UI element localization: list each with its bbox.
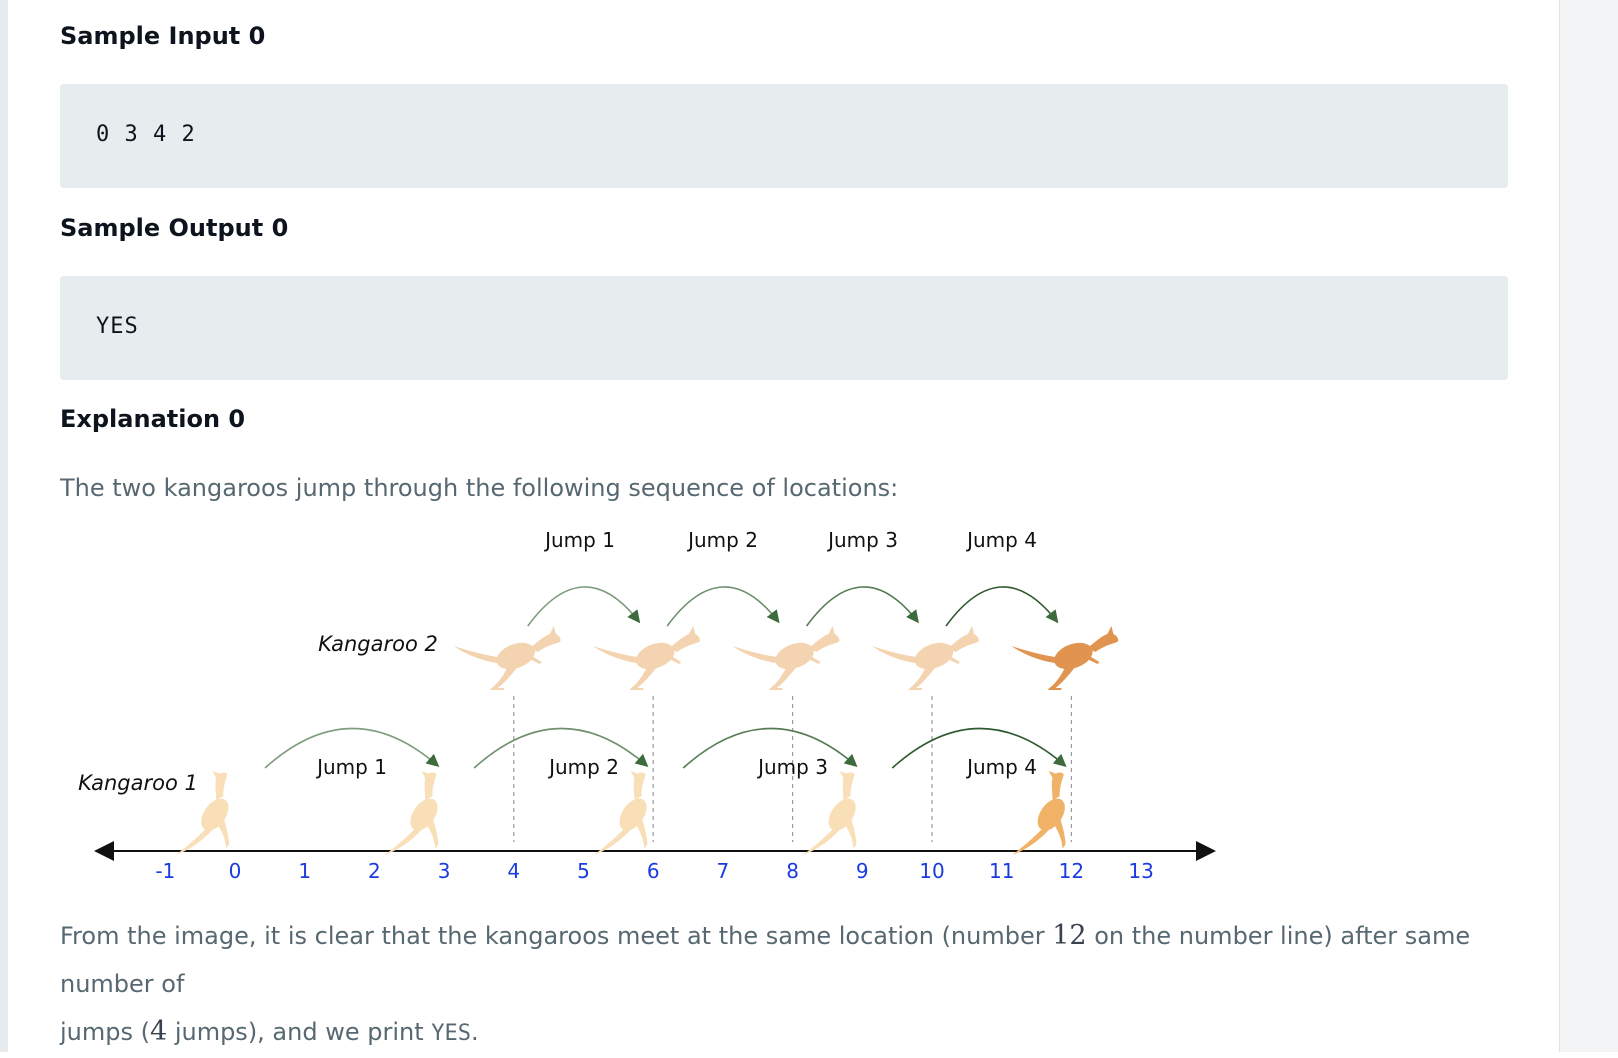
conclusion-text-3: jumps ( [60, 1018, 150, 1046]
explanation-intro: The two kangaroos jump through the follo… [60, 474, 899, 502]
kangaroo2-label: Kangaroo 2 [318, 632, 438, 656]
kangaroo2-jump-2-label: Jump 2 [686, 528, 758, 552]
kangaroo2-jump-1-label: Jump 1 [543, 528, 615, 552]
tick-label: 4 [507, 859, 520, 883]
kangaroo2-figure [453, 626, 561, 690]
kangaroo1-figure [593, 771, 648, 856]
kangaroo1-jump-arc [264, 727, 440, 769]
tick-label: -1 [155, 859, 175, 883]
kangaroo1-jump-2-label: Jump 2 [547, 755, 619, 779]
kangaroo1-figure [1011, 771, 1066, 856]
position-guides [513, 696, 1073, 842]
conclusion-text-2: on the number line) after same number of [60, 922, 1471, 998]
page-left-border [0, 0, 8, 1052]
kangaroo1-jump-4-label: Jump 4 [965, 755, 1037, 779]
kangaroo1-jump-arc [891, 727, 1067, 769]
tick-label: 13 [1128, 859, 1153, 883]
tick-label: 3 [438, 859, 451, 883]
kangaroo1-figure [175, 771, 230, 856]
tick-label: 5 [577, 859, 590, 883]
tick-label: 1 [298, 859, 311, 883]
sample-output-codebox: YES [60, 276, 1508, 380]
kangaroo1-jump-arc [682, 727, 858, 769]
conclusion-math-12: 12 [1052, 920, 1087, 951]
kangaroo2-figure [872, 626, 979, 690]
tick-label: 10 [919, 859, 944, 883]
sample-input-codebox: 0 3 4 2 [60, 84, 1508, 188]
kangaroo1-figure [384, 771, 439, 856]
tick-label: 11 [989, 859, 1014, 883]
kangaroo2-jump-3-label: Jump 3 [826, 528, 898, 552]
kangaroo2-figures [453, 626, 1119, 690]
conclusion-text-5: . [471, 1018, 479, 1046]
conclusion-text-4: jumps), and we print [167, 1018, 432, 1046]
kangaroo2-jump-arc [945, 586, 1059, 627]
sample-input-heading: Sample Input 0 [60, 22, 266, 50]
tick-label: 2 [368, 859, 381, 883]
kangaroo2-figure [1011, 626, 1119, 690]
kangaroo2-jump-4-label: Jump 4 [965, 528, 1037, 552]
kangaroo1-jump-arcs [264, 727, 1067, 769]
tick-label: 7 [717, 859, 730, 883]
kangaroo-number-line-figure: -1 0 1 2 3 4 5 6 7 8 9 10 11 12 13 Kangaroo 1 Kangaroo… [78, 528, 1216, 883]
kangaroo1-jump-arc [473, 727, 649, 769]
tick-label: 6 [647, 859, 660, 883]
kangaroo1-label: Kangaroo 1 [78, 771, 198, 795]
kangaroo1-jump-3-label: Jump 3 [756, 755, 828, 779]
sample-output-heading: Sample Output 0 [60, 214, 289, 242]
explanation-conclusion: From the image, it is clear that the kan… [60, 912, 1530, 1058]
conclusion-math-4: 4 [150, 1016, 168, 1047]
tick-labels: -1 0 1 2 3 4 5 6 7 8 9 10 11 12 13 [155, 859, 1154, 883]
kangaroo1-figure [802, 771, 857, 856]
page-right-gutter [1559, 0, 1618, 1052]
conclusion-code-yes: YES [431, 1021, 472, 1046]
tick-label: 12 [1059, 859, 1084, 883]
conclusion-text-1: From the image, it is clear that the kan… [60, 922, 1053, 950]
sample-output-code: YES [96, 314, 139, 339]
kangaroo1-jump-1-label: Jump 1 [315, 755, 387, 779]
kangaroo2-jump-arcs [527, 586, 1059, 627]
tick-label: 8 [786, 859, 799, 883]
kangaroo2-figure [732, 626, 840, 690]
explanation-heading: Explanation 0 [60, 405, 246, 433]
tick-label: 0 [229, 859, 242, 883]
kangaroo2-jump-arc [805, 586, 919, 627]
kangaroo2-figure [593, 626, 700, 690]
kangaroo1-figures [175, 771, 1066, 856]
kangaroo2-jump-arc [527, 586, 641, 627]
tick-label: 9 [856, 859, 869, 883]
sample-input-code: 0 3 4 2 [96, 122, 196, 147]
kangaroo2-jump-arc [666, 586, 780, 627]
